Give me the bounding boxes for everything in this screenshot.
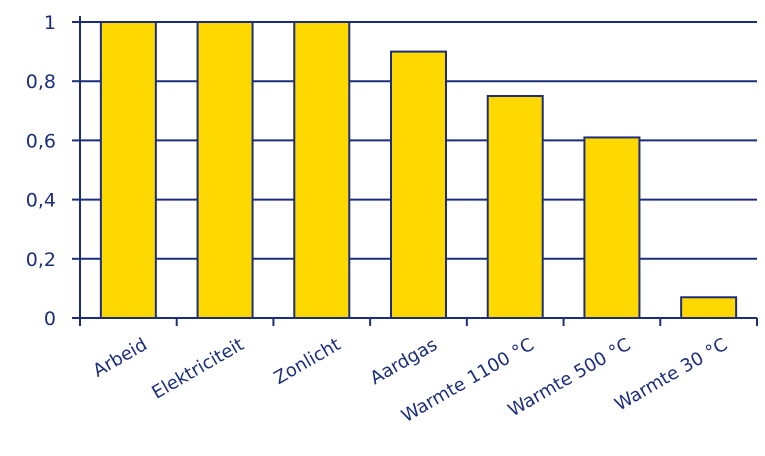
y-tick-label: 0,2 — [26, 249, 56, 271]
y-tick-label: 0 — [44, 308, 56, 330]
x-tick-label: Aardgas — [367, 334, 441, 389]
bar — [390, 50, 447, 319]
y-tick-labels: 0 0,2 0,4 0,6 0,8 1 — [26, 12, 56, 330]
bar — [680, 296, 738, 319]
bar — [99, 21, 157, 319]
x-tick-label: Arbeid — [90, 334, 151, 382]
axes — [72, 16, 758, 326]
y-tick-label: 0,8 — [26, 71, 56, 93]
bars — [99, 21, 738, 319]
y-tick-label: 0,4 — [26, 190, 56, 212]
x-tick-label: Zonlicht — [270, 334, 344, 389]
y-tick-label: 1 — [44, 12, 56, 34]
x-tick-label: Elektriciteit — [148, 334, 247, 403]
bar — [293, 21, 351, 319]
bar — [196, 21, 254, 319]
y-tick-label: 0,6 — [26, 130, 56, 152]
bar — [486, 95, 544, 319]
bar — [583, 136, 641, 319]
